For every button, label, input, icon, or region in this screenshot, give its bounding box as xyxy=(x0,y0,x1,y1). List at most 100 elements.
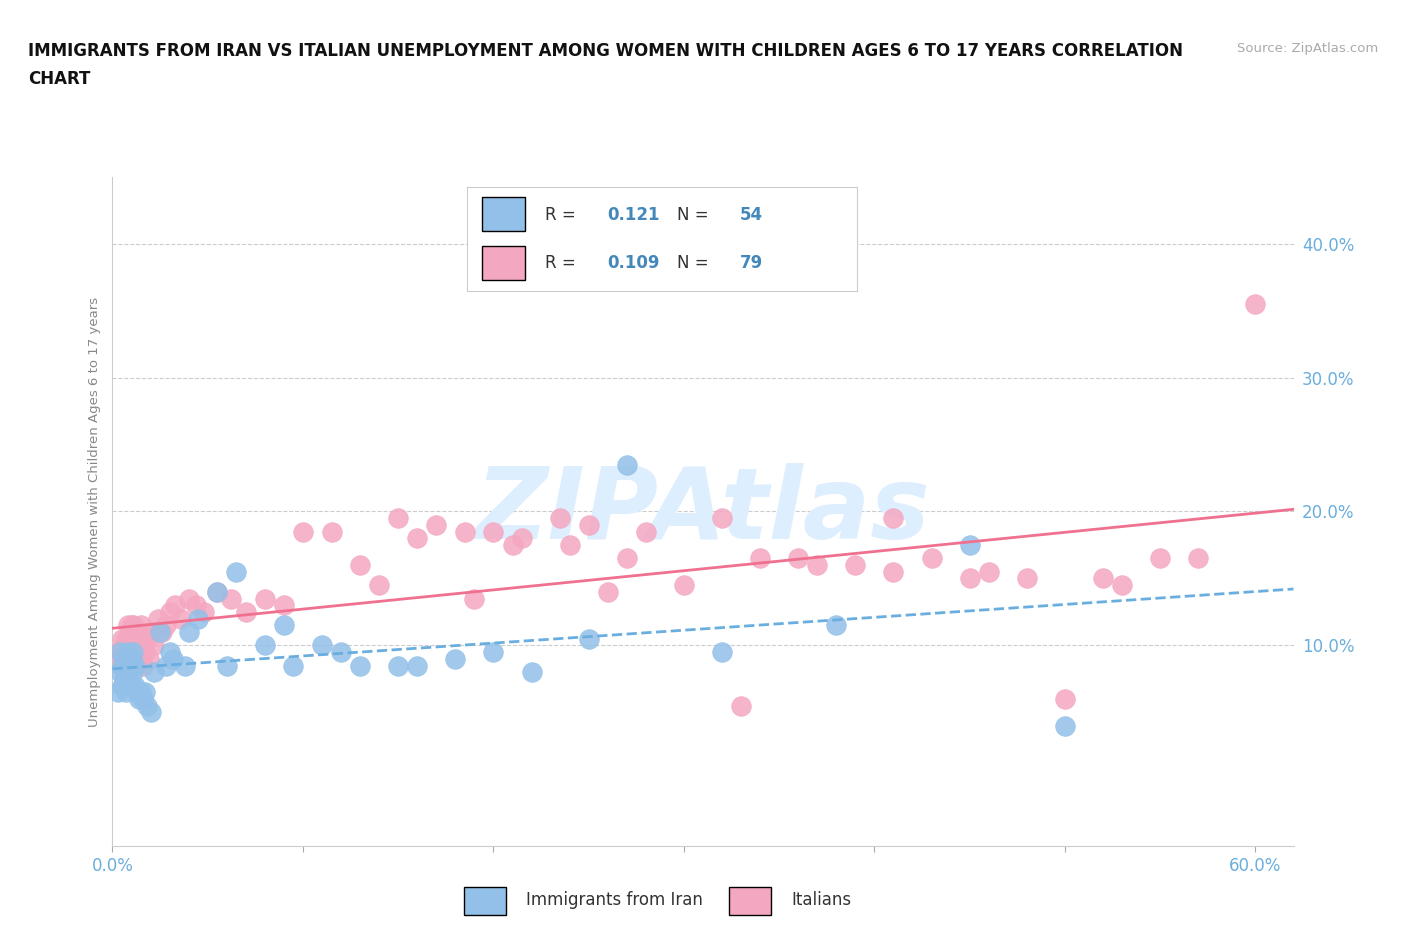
Point xyxy=(349,558,371,573)
Point xyxy=(112,651,135,666)
Point xyxy=(162,651,184,666)
Point xyxy=(387,658,409,673)
Point xyxy=(118,678,141,693)
Point xyxy=(1244,297,1267,312)
Point xyxy=(149,625,172,640)
Point xyxy=(114,631,136,646)
Point xyxy=(121,618,143,632)
Point xyxy=(155,658,177,673)
Point xyxy=(578,517,600,532)
Point xyxy=(463,591,485,606)
Point xyxy=(330,644,353,659)
Point xyxy=(107,644,129,659)
Point xyxy=(170,611,193,626)
Point xyxy=(520,665,543,680)
Point xyxy=(1149,551,1171,565)
Point xyxy=(121,651,143,666)
Point xyxy=(959,571,981,586)
Text: CHART: CHART xyxy=(28,70,90,87)
Point xyxy=(117,618,139,632)
Point xyxy=(124,658,146,673)
Point xyxy=(124,625,146,640)
Point xyxy=(1111,578,1133,592)
Point xyxy=(129,644,152,659)
Point xyxy=(406,658,429,673)
Point xyxy=(117,671,139,686)
Point xyxy=(177,625,200,640)
Point xyxy=(578,631,600,646)
Point xyxy=(111,658,134,673)
Point xyxy=(616,458,638,472)
Point xyxy=(112,671,135,686)
Point xyxy=(1015,571,1038,586)
Text: ZIPAtlas: ZIPAtlas xyxy=(475,463,931,560)
Point xyxy=(129,684,152,699)
Point xyxy=(122,665,145,680)
Point xyxy=(143,665,166,680)
Text: Source: ZipAtlas.com: Source: ZipAtlas.com xyxy=(1237,42,1378,55)
Point xyxy=(112,665,135,680)
Point xyxy=(193,604,215,619)
Point xyxy=(114,658,136,673)
Point xyxy=(959,538,981,552)
Point xyxy=(139,705,162,720)
Point xyxy=(108,651,131,666)
Point xyxy=(132,692,155,707)
Point xyxy=(114,684,136,699)
Point xyxy=(207,584,229,599)
Point xyxy=(111,631,134,646)
Point xyxy=(117,644,139,659)
Point xyxy=(616,551,638,565)
Point xyxy=(482,525,505,539)
Point xyxy=(1053,692,1076,707)
Point xyxy=(111,658,134,673)
Point xyxy=(177,591,200,606)
Point xyxy=(129,618,152,632)
Point xyxy=(112,638,135,653)
Point xyxy=(406,531,429,546)
Point xyxy=(118,658,141,673)
Point xyxy=(128,692,150,707)
Y-axis label: Unemployment Among Women with Children Ages 6 to 17 years: Unemployment Among Women with Children A… xyxy=(89,297,101,726)
Point xyxy=(253,638,276,653)
Text: IMMIGRANTS FROM IRAN VS ITALIAN UNEMPLOYMENT AMONG WOMEN WITH CHILDREN AGES 6 TO: IMMIGRANTS FROM IRAN VS ITALIAN UNEMPLOY… xyxy=(28,42,1182,60)
Point xyxy=(134,644,156,659)
Point xyxy=(127,638,149,653)
Point xyxy=(711,644,734,659)
Point xyxy=(502,538,524,552)
Point xyxy=(596,584,619,599)
Point xyxy=(143,638,166,653)
Point xyxy=(510,531,533,546)
Point xyxy=(558,538,581,552)
Point xyxy=(165,598,187,613)
Point xyxy=(139,625,162,640)
Point xyxy=(118,631,141,646)
Point xyxy=(253,591,276,606)
Point xyxy=(749,551,772,565)
Point xyxy=(159,644,181,659)
Point xyxy=(235,604,257,619)
Point xyxy=(1187,551,1209,565)
Point xyxy=(291,525,314,539)
Point xyxy=(787,551,810,565)
Point xyxy=(187,611,209,626)
Point xyxy=(977,565,1000,579)
Point xyxy=(215,658,238,673)
Point xyxy=(454,525,477,539)
Point xyxy=(219,591,242,606)
Point xyxy=(134,684,156,699)
Point xyxy=(349,658,371,673)
Point xyxy=(882,565,904,579)
Point xyxy=(844,558,866,573)
Point xyxy=(482,644,505,659)
Point xyxy=(672,578,695,592)
Point xyxy=(132,658,155,673)
Point xyxy=(425,517,447,532)
Point xyxy=(155,618,177,632)
Point xyxy=(711,511,734,525)
Point xyxy=(159,604,181,619)
Point xyxy=(150,625,173,640)
Point xyxy=(321,525,343,539)
Point xyxy=(108,665,131,680)
Point xyxy=(806,558,828,573)
